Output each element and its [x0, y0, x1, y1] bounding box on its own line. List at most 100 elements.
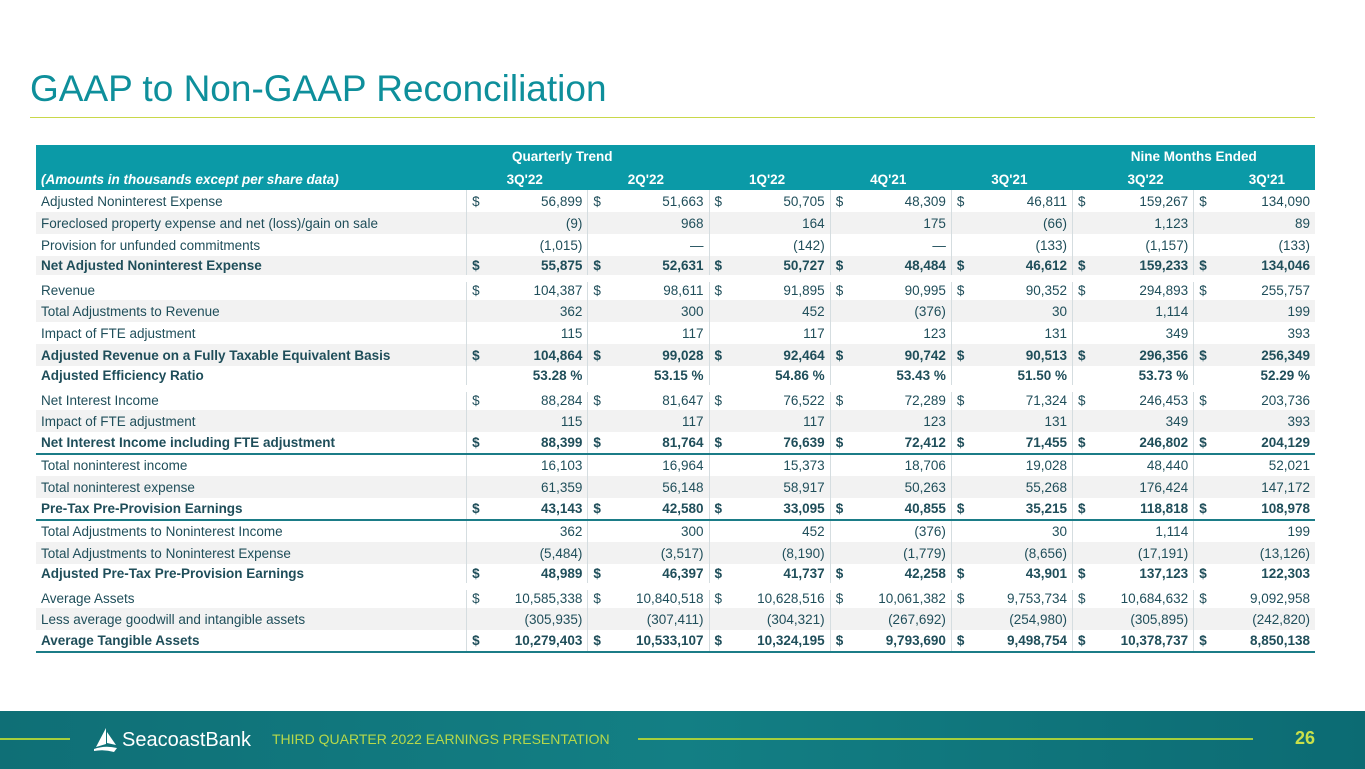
table-row: Adjusted Efficiency Ratio 53.28 % 53.15 % 5…	[36, 366, 1315, 389]
currency-symbol: $	[587, 564, 610, 587]
table-row: Pre-Tax Pre-Provision Earnings $43,143 $42…	[36, 498, 1315, 521]
currency-symbol: $	[587, 274, 610, 300]
table-row: Total noninterest income 16,103 16,964 15,3…	[36, 454, 1315, 476]
currency-symbol	[708, 234, 732, 256]
table-row: Revenue $104,387 $98,611 $91,895 $90,995 $90,…	[36, 274, 1315, 300]
footer-line-right	[638, 738, 1253, 740]
currency-symbol	[1072, 366, 1095, 389]
table-row: Less average goodwill and intangible ass…	[36, 608, 1315, 630]
currency-symbol	[829, 300, 853, 322]
group-nine-months-label: Nine Months Ended	[1072, 145, 1315, 168]
cell-value: 98,611	[609, 274, 710, 300]
cell-value: 10,585,338	[488, 582, 588, 608]
currency-symbol: $	[950, 344, 974, 366]
cell-value: 10,628,516	[731, 582, 831, 608]
currency-symbol	[587, 476, 610, 498]
currency-symbol: $	[829, 564, 853, 587]
currency-symbol: $	[587, 432, 610, 455]
row-label: Total Adjustments to Noninterest Income	[41, 524, 283, 539]
cell-value: (307,411)	[609, 608, 710, 630]
footer-bar: SeacoastBank THIRD QUARTER 2022 EARNINGS…	[0, 711, 1365, 769]
currency-symbol: $	[950, 564, 974, 587]
cell-value: 46,612	[973, 256, 1073, 279]
currency-symbol: $	[950, 274, 974, 300]
currency-symbol: $	[829, 582, 853, 608]
table-row: Total Adjustments to Noninterest Expense…	[36, 542, 1315, 564]
currency-symbol	[1072, 212, 1095, 234]
currency-symbol	[829, 322, 853, 344]
currency-symbol	[1193, 300, 1216, 322]
cell-value: 92,464	[731, 344, 831, 366]
currency-symbol: $	[1072, 384, 1095, 410]
column-header: 1Q'22	[709, 168, 831, 190]
reconciliation-table: Quarterly Trend Nine Months Ended (Amoun…	[36, 145, 1315, 653]
cell-value: —	[932, 237, 946, 253]
cell-value: (3,517)	[609, 542, 710, 564]
cell-value: 89	[1215, 212, 1315, 234]
cell-value: 55,268	[973, 476, 1073, 498]
table-row: Impact of FTE adjustment 115 117 117 123 131 3…	[36, 322, 1315, 344]
currency-symbol: $	[1193, 384, 1216, 410]
cell-value: 72,412	[852, 432, 952, 455]
cell-value: (17,191)	[1094, 542, 1194, 564]
cell-value: 99,028	[609, 344, 710, 366]
cell-value: 90,352	[973, 274, 1073, 300]
cell-value: 71,455	[973, 432, 1073, 455]
table-row: Provision for unfunded commitments (1,015…	[36, 234, 1315, 256]
cell-value: 10,533,107	[609, 630, 710, 653]
cell-value: 164	[731, 212, 831, 234]
cell-value: 147,172	[1215, 476, 1315, 498]
currency-symbol: $	[1193, 256, 1216, 279]
cell-value: (304,321)	[731, 608, 831, 630]
table-column-header: (Amounts in thousands except per share d…	[36, 168, 1315, 190]
cell-value: 55,875	[488, 256, 588, 279]
table-row: Net Adjusted Noninterest Expense $55,875 $…	[36, 256, 1315, 279]
currency-symbol	[466, 322, 489, 344]
cell-value: 15,373	[783, 458, 825, 473]
currency-symbol: $	[587, 344, 610, 366]
currency-symbol: $	[708, 582, 732, 608]
cell-value: 50,727	[731, 256, 831, 279]
row-label: Total noninterest income	[41, 458, 188, 473]
cell-value: 76,522	[731, 384, 831, 410]
cell-value: 115	[488, 410, 588, 432]
cell-value: 1,123	[1094, 212, 1194, 234]
cell-value: (376)	[852, 300, 952, 322]
footer-line-left	[0, 738, 70, 740]
cell-value: 52.29 %	[1215, 366, 1315, 389]
cell-value: 81,647	[609, 384, 710, 410]
cell-value: 52,631	[609, 256, 710, 279]
currency-symbol: $	[466, 256, 489, 279]
currency-symbol: $	[466, 384, 489, 410]
currency-symbol	[829, 234, 853, 256]
cell-value: 90,742	[852, 344, 952, 366]
currency-symbol: $	[466, 582, 489, 608]
table-row: Net Interest Income including FTE adjust…	[36, 432, 1315, 455]
currency-symbol	[708, 212, 732, 234]
currency-symbol: $	[708, 498, 732, 521]
cell-value: (305,935)	[488, 608, 588, 630]
cell-value: 88,399	[488, 432, 588, 455]
currency-symbol: $	[1193, 190, 1216, 212]
currency-symbol	[1193, 520, 1216, 542]
currency-symbol: $	[1193, 630, 1216, 653]
table-row: Total noninterest expense 61,359 56,148 58,…	[36, 476, 1315, 498]
column-header: 4Q'21	[830, 168, 952, 190]
currency-symbol	[466, 542, 489, 564]
table-row: Total Adjustments to Revenue 362 300 452 (37…	[36, 300, 1315, 322]
cell-value: 203,736	[1215, 384, 1315, 410]
column-header: 3Q'21	[1193, 168, 1315, 190]
cell-value: 33,095	[731, 498, 831, 521]
currency-symbol	[1072, 542, 1095, 564]
currency-symbol	[829, 212, 853, 234]
row-label: Adjusted Revenue on a Fully Taxable Equi…	[36, 344, 467, 366]
cell-value: 51,663	[662, 193, 704, 209]
cell-value: 104,864	[488, 344, 588, 366]
currency-symbol	[1072, 608, 1095, 630]
currency-symbol: $	[829, 274, 853, 300]
row-label: Adjusted Efficiency Ratio	[36, 366, 467, 389]
cell-value: 117	[731, 410, 831, 432]
currency-symbol	[708, 520, 732, 542]
currency-symbol	[708, 608, 732, 630]
cell-value: 53.73 %	[1094, 366, 1194, 389]
